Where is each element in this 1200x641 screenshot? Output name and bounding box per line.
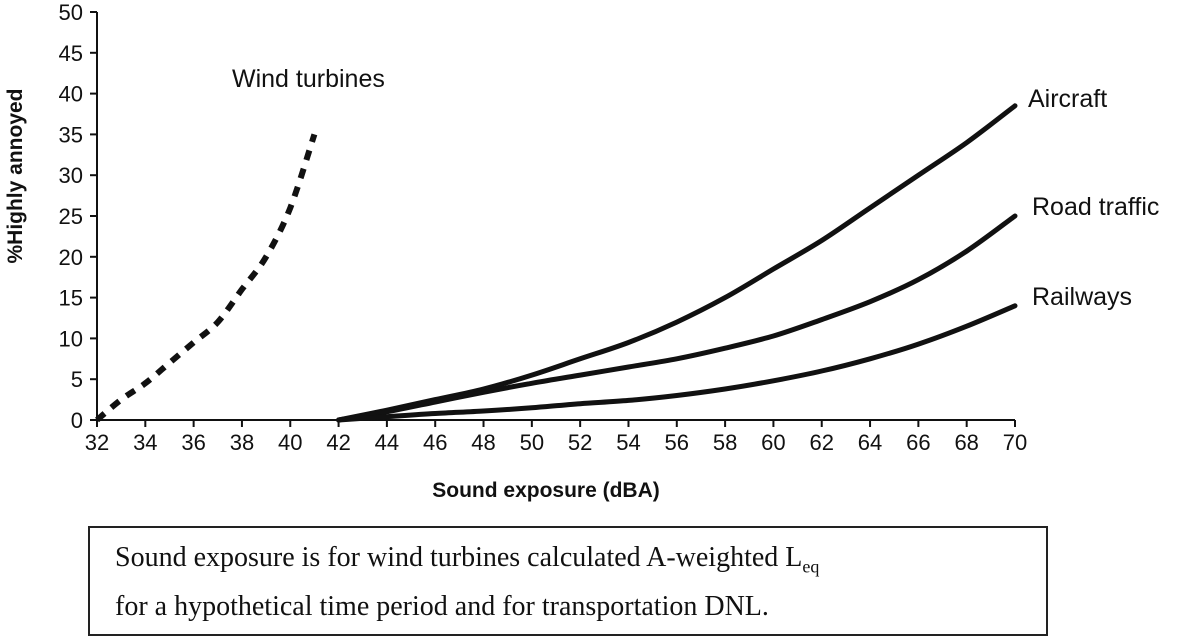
x-tick-label: 70 <box>1003 430 1027 455</box>
series-line-wind-turbines <box>95 133 318 423</box>
x-tick-label: 46 <box>423 430 447 455</box>
x-tick-label: 58 <box>713 430 737 455</box>
x-tick-label: 40 <box>278 430 302 455</box>
y-tick-label: 15 <box>59 286 83 311</box>
series-label-road-traffic: Road traffic <box>1032 193 1159 221</box>
x-tick-label: 64 <box>858 430 882 455</box>
x-tick-label: 36 <box>181 430 205 455</box>
note-line-1: Sound exposure is for wind turbines calc… <box>115 538 1046 587</box>
x-tick-label: 44 <box>375 430 399 455</box>
x-tick-label: 54 <box>616 430 640 455</box>
x-tick-label: 62 <box>809 430 833 455</box>
note-box: Sound exposure is for wind turbines calc… <box>88 526 1048 636</box>
y-axis-title: %Highly annoyed <box>4 88 27 263</box>
y-tick-label: 30 <box>59 163 83 188</box>
series-label-aircraft: Aircraft <box>1028 85 1107 113</box>
x-tick-label: 38 <box>230 430 254 455</box>
y-tick-label: 0 <box>71 408 83 433</box>
x-tick-label: 50 <box>520 430 544 455</box>
series-lines <box>95 103 1018 423</box>
x-tick-label: 32 <box>85 430 109 455</box>
y-tick-label: 35 <box>59 122 83 147</box>
x-tick-label: 56 <box>665 430 689 455</box>
y-tick-label: 45 <box>59 41 83 66</box>
series-line-road-traffic <box>336 213 1018 423</box>
note-line-2: for a hypothetical time period and for t… <box>115 590 769 622</box>
x-tick-label: 68 <box>954 430 978 455</box>
note-line-1-text: Sound exposure is for wind turbines calc… <box>115 542 803 573</box>
series-label-wind-turbines: Wind turbines <box>232 65 385 93</box>
x-tick-label: 42 <box>326 430 350 455</box>
series-line-railways <box>336 303 1018 423</box>
y-tick-label: 5 <box>71 367 83 392</box>
y-tick-label: 10 <box>59 326 83 351</box>
x-axis-title: Sound exposure (dBA) <box>432 479 660 502</box>
x-tick-label: 34 <box>133 430 157 455</box>
y-tick-label: 20 <box>59 245 83 270</box>
y-tick-label: 50 <box>59 0 83 25</box>
note-subscript: eq <box>802 556 820 577</box>
chart: 32 34 36 38 40 42 44 46 48 50 52 54 56 58 60 62 64 66 68 70… <box>4 0 1159 502</box>
series-line-aircraft <box>336 103 1018 423</box>
x-tick-label: 52 <box>568 430 592 455</box>
series-label-railways: Railways <box>1032 283 1132 311</box>
x-tick-label: 66 <box>906 430 930 455</box>
ticks: 32 34 36 38 40 42 44 46 48 50 52 54 56 58 60 62 64 66 68 70… <box>59 0 1028 455</box>
series-labels: Wind turbines Aircraft Road traffic Railway… <box>232 65 1159 311</box>
y-tick-label: 40 <box>59 82 83 107</box>
x-tick-label: 48 <box>471 430 495 455</box>
x-tick-label: 60 <box>761 430 785 455</box>
y-tick-label: 25 <box>59 204 83 229</box>
